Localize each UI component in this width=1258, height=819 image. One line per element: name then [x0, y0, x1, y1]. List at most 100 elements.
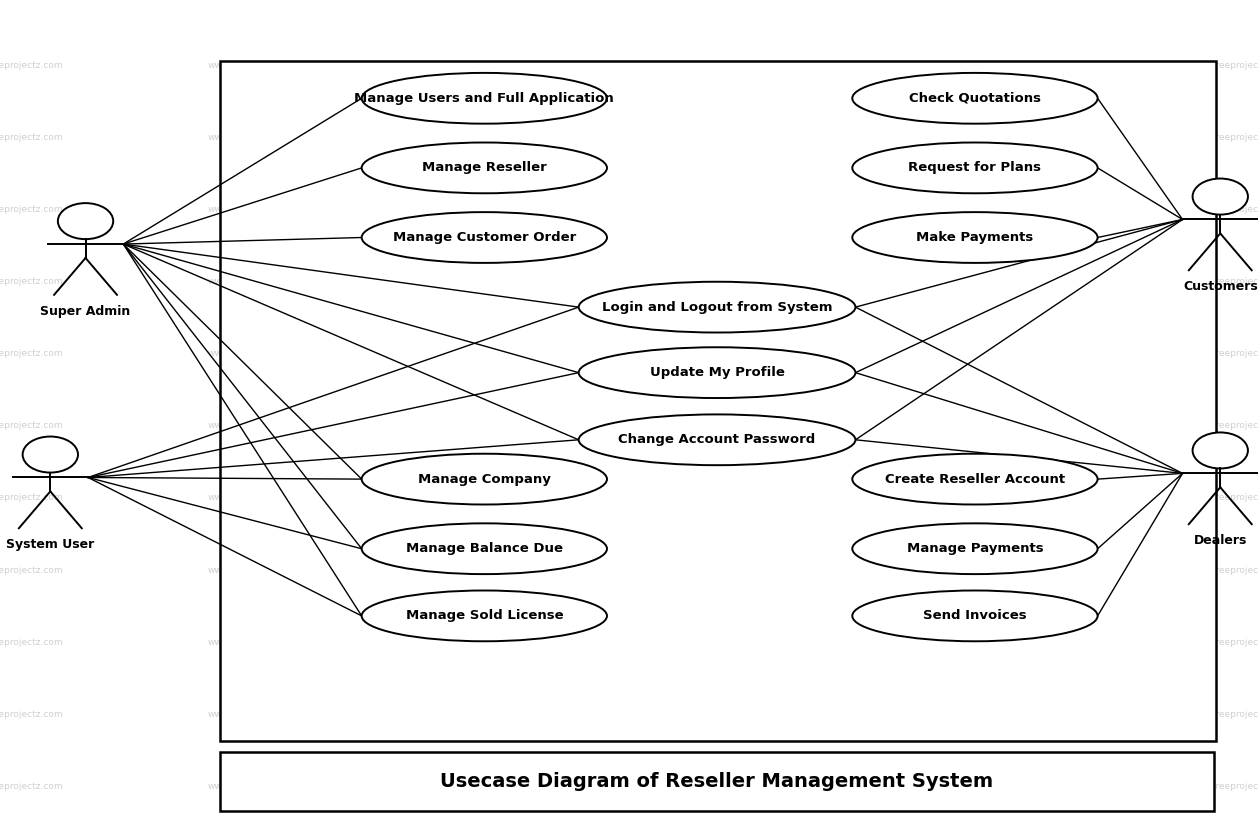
Text: www.freeprojectz.com: www.freeprojectz.com — [0, 782, 63, 790]
Text: Create Reseller Account: Create Reseller Account — [884, 473, 1066, 486]
Text: www.freeprojectz.com: www.freeprojectz.com — [453, 422, 554, 430]
Text: Manage Customer Order: Manage Customer Order — [392, 231, 576, 244]
Text: Change Account Password: Change Account Password — [619, 433, 815, 446]
Text: Manage Balance Due: Manage Balance Due — [406, 542, 562, 555]
Text: www.freeprojectz.com: www.freeprojectz.com — [944, 422, 1044, 430]
Text: www.freeprojectz.com: www.freeprojectz.com — [453, 278, 554, 286]
Text: Manage Sold License: Manage Sold License — [405, 609, 564, 622]
Text: www.freeprojectz.com: www.freeprojectz.com — [944, 206, 1044, 214]
Ellipse shape — [853, 590, 1097, 641]
Text: www.freeprojectz.com: www.freeprojectz.com — [944, 133, 1044, 142]
Text: Super Admin: Super Admin — [40, 305, 131, 318]
Text: www.freeprojectz.com: www.freeprojectz.com — [944, 494, 1044, 502]
Text: www.freeprojectz.com: www.freeprojectz.com — [453, 61, 554, 70]
Ellipse shape — [579, 282, 855, 333]
Text: www.freeprojectz.com: www.freeprojectz.com — [453, 710, 554, 718]
Text: www.freeprojectz.com: www.freeprojectz.com — [944, 61, 1044, 70]
Text: www.freeprojectz.com: www.freeprojectz.com — [453, 566, 554, 574]
Circle shape — [23, 437, 78, 473]
Text: www.freeprojectz.com: www.freeprojectz.com — [944, 710, 1044, 718]
Ellipse shape — [362, 73, 608, 124]
Text: www.freeprojectz.com: www.freeprojectz.com — [453, 350, 554, 358]
Text: www.freeprojectz.com: www.freeprojectz.com — [208, 422, 308, 430]
Text: www.freeprojectz.com: www.freeprojectz.com — [1189, 710, 1258, 718]
Text: www.freeprojectz.com: www.freeprojectz.com — [1189, 638, 1258, 646]
Text: www.freeprojectz.com: www.freeprojectz.com — [453, 494, 554, 502]
Text: www.freeprojectz.com: www.freeprojectz.com — [0, 710, 63, 718]
Ellipse shape — [853, 454, 1097, 505]
Circle shape — [1193, 179, 1248, 215]
Text: www.freeprojectz.com: www.freeprojectz.com — [1189, 61, 1258, 70]
Text: www.freeprojectz.com: www.freeprojectz.com — [1189, 350, 1258, 358]
Text: www.freeprojectz.com: www.freeprojectz.com — [698, 133, 799, 142]
Text: Check Quotations: Check Quotations — [910, 92, 1040, 105]
Text: www.freeprojectz.com: www.freeprojectz.com — [944, 638, 1044, 646]
Ellipse shape — [853, 212, 1097, 263]
Ellipse shape — [362, 523, 608, 574]
FancyBboxPatch shape — [220, 752, 1214, 811]
Text: www.freeprojectz.com: www.freeprojectz.com — [698, 278, 799, 286]
Text: www.freeprojectz.com: www.freeprojectz.com — [208, 782, 308, 790]
Text: www.freeprojectz.com: www.freeprojectz.com — [208, 206, 308, 214]
Text: www.freeprojectz.com: www.freeprojectz.com — [1189, 782, 1258, 790]
Text: www.freeprojectz.com: www.freeprojectz.com — [453, 133, 554, 142]
Text: www.freeprojectz.com: www.freeprojectz.com — [1189, 422, 1258, 430]
Text: www.freeprojectz.com: www.freeprojectz.com — [453, 638, 554, 646]
Text: www.freeprojectz.com: www.freeprojectz.com — [944, 278, 1044, 286]
Text: System User: System User — [6, 538, 94, 551]
Text: www.freeprojectz.com: www.freeprojectz.com — [208, 350, 308, 358]
Text: www.freeprojectz.com: www.freeprojectz.com — [698, 494, 799, 502]
Ellipse shape — [853, 143, 1097, 193]
Text: www.freeprojectz.com: www.freeprojectz.com — [208, 133, 308, 142]
Text: Manage Company: Manage Company — [418, 473, 551, 486]
Text: www.freeprojectz.com: www.freeprojectz.com — [0, 350, 63, 358]
Text: www.freeprojectz.com: www.freeprojectz.com — [698, 206, 799, 214]
Text: www.freeprojectz.com: www.freeprojectz.com — [1189, 494, 1258, 502]
Circle shape — [58, 203, 113, 239]
Text: www.freeprojectz.com: www.freeprojectz.com — [1189, 278, 1258, 286]
Text: www.freeprojectz.com: www.freeprojectz.com — [1189, 206, 1258, 214]
Text: www.freeprojectz.com: www.freeprojectz.com — [698, 638, 799, 646]
Text: www.freeprojectz.com: www.freeprojectz.com — [208, 61, 308, 70]
Text: www.freeprojectz.com: www.freeprojectz.com — [453, 782, 554, 790]
Text: Update My Profile: Update My Profile — [649, 366, 785, 379]
Ellipse shape — [362, 454, 608, 505]
Ellipse shape — [579, 414, 855, 465]
Text: Send Invoices: Send Invoices — [923, 609, 1027, 622]
Text: www.freeprojectz.com: www.freeprojectz.com — [0, 61, 63, 70]
Text: www.freeprojectz.com: www.freeprojectz.com — [208, 278, 308, 286]
Text: Manage Users and Full Application: Manage Users and Full Application — [355, 92, 614, 105]
Ellipse shape — [362, 143, 608, 193]
Ellipse shape — [853, 73, 1097, 124]
Ellipse shape — [853, 523, 1097, 574]
Text: www.freeprojectz.com: www.freeprojectz.com — [0, 206, 63, 214]
Text: www.freeprojectz.com: www.freeprojectz.com — [944, 566, 1044, 574]
Text: Customers: Customers — [1183, 280, 1258, 293]
Ellipse shape — [362, 590, 608, 641]
Text: www.freeprojectz.com: www.freeprojectz.com — [0, 638, 63, 646]
Text: www.freeprojectz.com: www.freeprojectz.com — [208, 494, 308, 502]
Text: Make Payments: Make Payments — [916, 231, 1034, 244]
Text: Manage Reseller: Manage Reseller — [421, 161, 547, 174]
Ellipse shape — [362, 212, 608, 263]
Text: www.freeprojectz.com: www.freeprojectz.com — [698, 566, 799, 574]
Text: www.freeprojectz.com: www.freeprojectz.com — [0, 278, 63, 286]
Text: www.freeprojectz.com: www.freeprojectz.com — [698, 61, 799, 70]
Text: Manage Payments: Manage Payments — [907, 542, 1043, 555]
Text: Usecase Diagram of Reseller Management System: Usecase Diagram of Reseller Management S… — [440, 771, 994, 791]
Text: www.freeprojectz.com: www.freeprojectz.com — [453, 206, 554, 214]
Text: www.freeprojectz.com: www.freeprojectz.com — [1189, 566, 1258, 574]
Text: www.freeprojectz.com: www.freeprojectz.com — [698, 710, 799, 718]
Text: www.freeprojectz.com: www.freeprojectz.com — [208, 566, 308, 574]
Text: www.freeprojectz.com: www.freeprojectz.com — [0, 422, 63, 430]
Text: www.freeprojectz.com: www.freeprojectz.com — [698, 782, 799, 790]
Text: Dealers: Dealers — [1194, 534, 1247, 547]
Text: www.freeprojectz.com: www.freeprojectz.com — [698, 422, 799, 430]
FancyBboxPatch shape — [220, 61, 1216, 741]
Text: www.freeprojectz.com: www.freeprojectz.com — [944, 782, 1044, 790]
Text: www.freeprojectz.com: www.freeprojectz.com — [0, 494, 63, 502]
Text: Login and Logout from System: Login and Logout from System — [601, 301, 833, 314]
Text: www.freeprojectz.com: www.freeprojectz.com — [208, 710, 308, 718]
Ellipse shape — [579, 347, 855, 398]
Circle shape — [1193, 432, 1248, 468]
